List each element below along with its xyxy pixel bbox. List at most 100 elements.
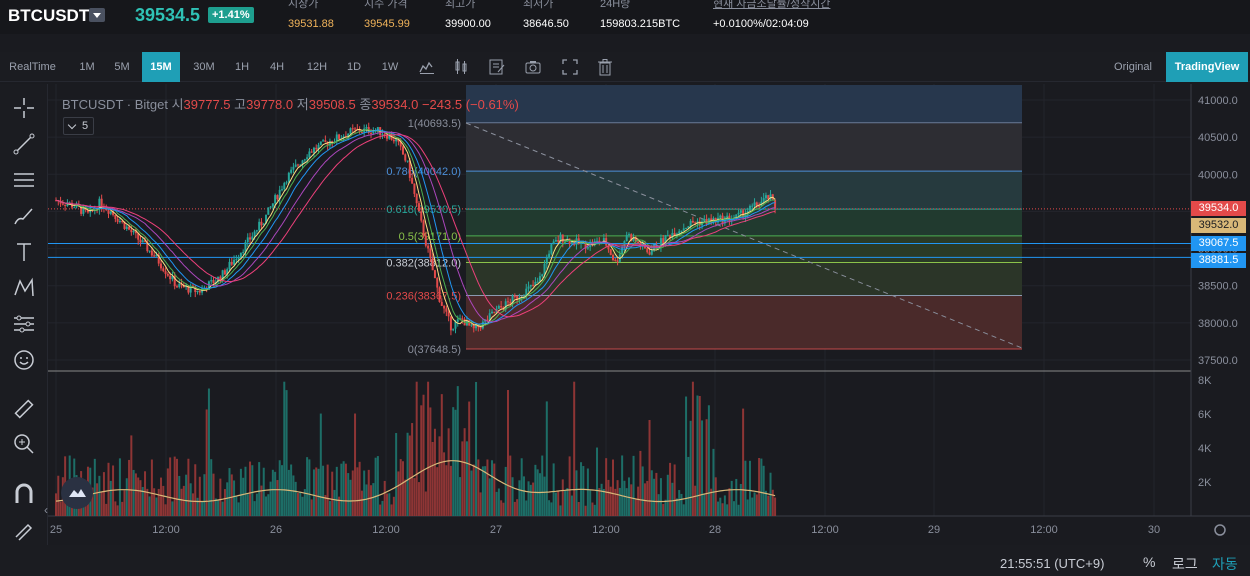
volume-bar	[388, 493, 391, 516]
candle-body	[422, 220, 425, 236]
volume-bar	[91, 487, 94, 516]
timeframe-1h[interactable]: 1H	[234, 61, 250, 73]
moving-average-line	[55, 128, 776, 327]
candle-body	[285, 182, 288, 184]
candle-body	[130, 229, 133, 233]
volume-bar	[771, 489, 774, 516]
timeframe-5m[interactable]: 5M	[114, 61, 130, 73]
timeframe-realtime[interactable]: RealTime	[9, 61, 56, 73]
candle-body	[685, 228, 688, 230]
candle-body	[315, 147, 318, 150]
volume-bar	[573, 381, 576, 516]
volume-bar	[386, 493, 389, 516]
time-axis-label: 26	[270, 524, 282, 536]
trash-icon[interactable]	[596, 58, 614, 76]
volume-bar	[591, 502, 594, 516]
timeframe-1w[interactable]: 1W	[381, 61, 399, 73]
horizontal-lines-icon[interactable]	[12, 168, 36, 192]
candle-body	[632, 237, 635, 241]
volume-bar	[459, 477, 462, 516]
indicator-icon[interactable]	[452, 58, 470, 76]
candle-body	[443, 305, 446, 309]
candle-body	[532, 284, 535, 286]
candle-body	[429, 248, 432, 258]
candle-body	[335, 134, 338, 142]
symbol-dropdown-icon[interactable]	[89, 8, 105, 22]
volume-bar	[662, 503, 665, 516]
trend-line-icon[interactable]	[12, 132, 36, 156]
volume-bar	[157, 488, 160, 516]
volume-bar	[210, 459, 213, 516]
timeframe-1m[interactable]: 1M	[79, 61, 95, 73]
smiley-icon[interactable]	[12, 348, 36, 372]
settings-gear-icon[interactable]	[1214, 524, 1226, 536]
candle-body	[415, 193, 418, 204]
timeframe-30m[interactable]: 30M	[193, 61, 215, 73]
brush-icon[interactable]	[12, 204, 36, 228]
candle-body	[703, 218, 706, 222]
lock-drawing-icon[interactable]	[12, 517, 36, 541]
candle-body	[694, 222, 697, 224]
log-scale-toggle[interactable]: 로그	[1172, 556, 1198, 572]
candle-body	[529, 284, 532, 287]
candle-body	[525, 288, 528, 297]
chart-area[interactable]: 1(40693.5) 0.786(40042.0) 0.618(39530.5) 0.…	[48, 84, 1250, 540]
candle-style-icon[interactable]	[418, 58, 436, 76]
volume-bar	[365, 484, 368, 516]
price-chart-svg[interactable]: 1(40693.5) 0.786(40042.0) 0.618(39530.5) 0.…	[48, 84, 1250, 540]
candle-body	[290, 169, 293, 173]
collapse-arrow-icon[interactable]: ‹	[44, 503, 48, 517]
pattern-icon[interactable]	[12, 276, 36, 300]
time-axis-label: 12:00	[592, 524, 620, 536]
volume-bar	[372, 483, 375, 516]
volume-bar	[207, 388, 210, 516]
camera-icon[interactable]	[524, 58, 542, 76]
volume-bar	[223, 489, 226, 516]
magnet-icon[interactable]	[12, 482, 36, 506]
zoom-in-icon[interactable]	[12, 432, 36, 456]
timeframe-4h[interactable]: 4H	[269, 61, 285, 73]
volume-bar	[354, 413, 357, 516]
candle-body	[150, 250, 153, 256]
tradingview-button[interactable]: TradingView	[1166, 52, 1248, 82]
timeframe-1d[interactable]: 1D	[346, 61, 362, 73]
candle-body	[509, 302, 512, 304]
fullscreen-icon[interactable]	[561, 58, 579, 76]
volume-axis-label: 4K	[1198, 443, 1212, 455]
volume-bar	[303, 489, 306, 516]
volume-bar	[360, 490, 363, 516]
original-view-button[interactable]: Original	[1114, 61, 1152, 73]
auto-scale-toggle[interactable]: 자동	[1212, 556, 1238, 572]
timeframe-15m[interactable]: 15M	[142, 52, 180, 82]
crosshair-icon[interactable]	[12, 96, 36, 120]
fib-tools-icon[interactable]	[12, 312, 36, 336]
volume-bar	[748, 460, 751, 516]
volume-bar	[57, 475, 60, 516]
volume-bar	[593, 504, 596, 516]
volume-bar	[249, 461, 252, 516]
volume-bar	[130, 435, 133, 516]
ruler-icon[interactable]	[12, 397, 36, 421]
candle-body	[470, 324, 473, 326]
timeframe-12h[interactable]: 12H	[306, 61, 328, 73]
moving-average-line	[55, 134, 776, 318]
indicator-toggle[interactable]: 5	[63, 117, 94, 135]
candle-body	[698, 221, 701, 226]
symbol-name[interactable]: BTCUSDT	[8, 6, 90, 25]
candle-body	[417, 203, 420, 212]
volume-bar	[438, 436, 441, 516]
volume-bar	[538, 473, 541, 516]
volume-bar	[666, 474, 669, 516]
candle-body	[66, 204, 69, 206]
volume-bar	[415, 381, 418, 516]
volume-bar	[602, 488, 605, 516]
edit-note-icon[interactable]	[488, 58, 506, 76]
candle-body	[187, 286, 190, 293]
percent-scale-toggle[interactable]: %	[1143, 554, 1156, 570]
volume-bar	[548, 500, 551, 516]
brand-logo-icon[interactable]	[61, 477, 93, 509]
volume-bar	[732, 501, 735, 516]
text-tool-icon[interactable]	[12, 240, 36, 264]
candle-body	[616, 260, 619, 262]
candle-body	[746, 210, 749, 214]
